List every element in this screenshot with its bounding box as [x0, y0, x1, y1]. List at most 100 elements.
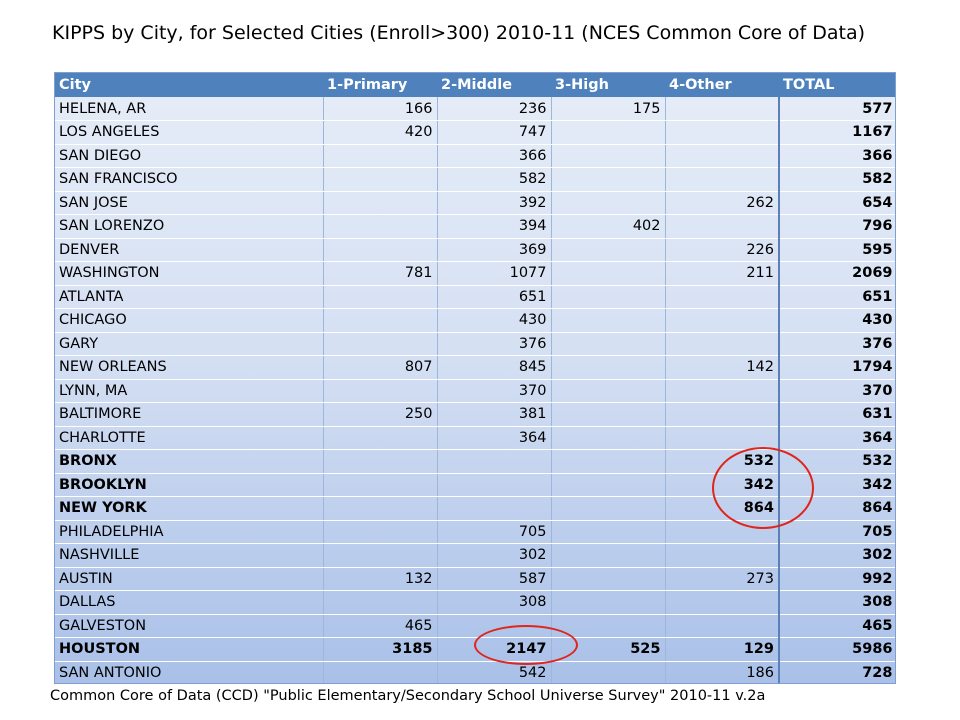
table-row: SAN FRANCISCO 582 582 [55, 167, 895, 192]
cell-high [551, 379, 666, 403]
cell-middle: 587 [437, 567, 552, 591]
cell-total: 595 [779, 238, 895, 262]
table-row: BRONX 532 532 [55, 449, 895, 474]
cell-city: DALLAS [55, 590, 324, 615]
cell-primary [323, 238, 438, 262]
cell-other [665, 285, 780, 309]
cell-city: BRONX [55, 449, 324, 474]
table-row: DALLAS 308 308 [55, 590, 895, 615]
cell-total: 376 [779, 332, 895, 356]
table-row: AUSTIN 132 587 273 992 [55, 567, 895, 591]
table-row: NEW YORK 864 864 [55, 496, 895, 521]
table-row: SAN LORENZO 394 402 796 [55, 214, 895, 239]
cell-high [551, 144, 666, 168]
cell-other [665, 402, 780, 427]
cell-high [551, 191, 666, 215]
cell-total: 308 [779, 590, 895, 615]
cell-city: NASHVILLE [55, 543, 324, 568]
cell-middle: 394 [437, 214, 552, 239]
cell-city: BROOKLYN [55, 473, 324, 497]
cell-other [665, 167, 780, 192]
header-high: 3-High [555, 77, 609, 93]
cell-middle: 308 [437, 590, 552, 615]
cell-total: 532 [779, 449, 895, 474]
table-row: GARY 376 376 [55, 332, 895, 356]
header-city: City [59, 77, 91, 93]
cell-high [551, 261, 666, 286]
cell-total: 5986 [779, 637, 895, 662]
table-row: HOUSTON 3185 2147 525 129 5986 [55, 637, 895, 662]
cell-other: 864 [665, 496, 780, 521]
cell-middle: 376 [437, 332, 552, 356]
table-row: BALTIMORE 250 381 631 [55, 402, 895, 427]
cell-middle: 370 [437, 379, 552, 403]
cell-city: SAN LORENZO [55, 214, 324, 239]
cell-high [551, 520, 666, 544]
cell-city: DENVER [55, 238, 324, 262]
cell-other: 532 [665, 449, 780, 474]
cell-other [665, 520, 780, 544]
table-row: WASHINGTON 781 1077 211 2069 [55, 261, 895, 286]
cell-total: 864 [779, 496, 895, 521]
cell-middle [437, 496, 552, 521]
cell-high [551, 285, 666, 309]
cell-middle: 845 [437, 355, 552, 380]
cell-middle: 364 [437, 426, 552, 450]
cell-total: 651 [779, 285, 895, 309]
cell-total: 577 [779, 97, 895, 121]
cell-total: 1794 [779, 355, 895, 380]
cell-city: HELENA, AR [55, 97, 324, 121]
cell-primary [323, 520, 438, 544]
table-body: HELENA, AR 166 236 175 577 LOS ANGELES 420 747 1… [55, 97, 895, 683]
cell-total: 430 [779, 308, 895, 333]
cell-high [551, 496, 666, 521]
table-row: DENVER 369 226 595 [55, 238, 895, 262]
cell-primary [323, 144, 438, 168]
cell-primary [323, 449, 438, 474]
cell-other [665, 426, 780, 450]
cell-total: 465 [779, 614, 895, 638]
table-row: LOS ANGELES 420 747 1167 [55, 120, 895, 145]
table-row: CHARLOTTE 364 364 [55, 426, 895, 450]
cell-other: 211 [665, 261, 780, 286]
cell-primary [323, 191, 438, 215]
header-total: TOTAL [783, 77, 835, 93]
header-primary: 1-Primary [327, 77, 408, 93]
cell-primary [323, 496, 438, 521]
cell-high [551, 473, 666, 497]
cell-middle: 651 [437, 285, 552, 309]
table-row: PHILADELPHIA 705 705 [55, 520, 895, 544]
cell-city: NEW YORK [55, 496, 324, 521]
table-row: BROOKLYN 342 342 [55, 473, 895, 497]
enrollment-table: City 1-Primary 2-Middle 3-High 4-Other T… [55, 73, 895, 683]
cell-city: LYNN, MA [55, 379, 324, 403]
cell-primary [323, 473, 438, 497]
table-row: LYNN, MA 370 370 [55, 379, 895, 403]
table-row: HELENA, AR 166 236 175 577 [55, 97, 895, 121]
cell-primary: 420 [323, 120, 438, 145]
table-header-row: City 1-Primary 2-Middle 3-High 4-Other T… [55, 73, 895, 97]
cell-primary: 166 [323, 97, 438, 121]
cell-middle: 747 [437, 120, 552, 145]
cell-high [551, 355, 666, 380]
cell-high [551, 308, 666, 333]
cell-total: 992 [779, 567, 895, 591]
cell-total: 370 [779, 379, 895, 403]
cell-primary: 250 [323, 402, 438, 427]
cell-primary: 781 [323, 261, 438, 286]
cell-high: 402 [551, 214, 666, 239]
cell-middle: 542 [437, 661, 552, 683]
cell-primary [323, 332, 438, 356]
cell-total: 1167 [779, 120, 895, 145]
cell-total: 302 [779, 543, 895, 568]
cell-other: 226 [665, 238, 780, 262]
cell-other: 342 [665, 473, 780, 497]
cell-high [551, 614, 666, 638]
cell-middle: 582 [437, 167, 552, 192]
cell-other: 186 [665, 661, 780, 683]
cell-middle: 381 [437, 402, 552, 427]
cell-high [551, 543, 666, 568]
cell-city: WASHINGTON [55, 261, 324, 286]
cell-other [665, 332, 780, 356]
cell-primary [323, 308, 438, 333]
